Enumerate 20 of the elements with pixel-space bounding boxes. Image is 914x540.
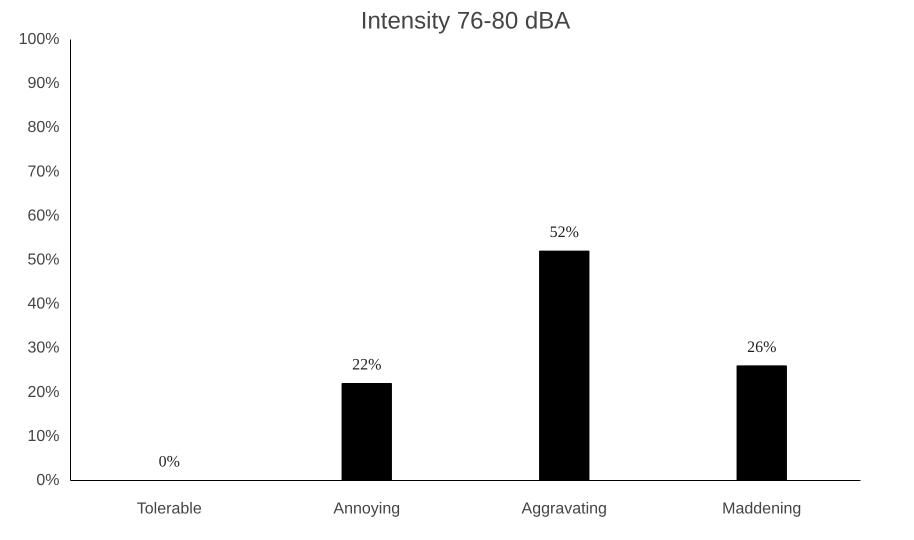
y-tick-label: 80% — [27, 119, 60, 136]
x-tick-label: Tolerable — [136, 500, 202, 518]
y-tick-label: 100% — [18, 31, 60, 48]
y-tick-label: 20% — [27, 384, 60, 401]
data-label: 52% — [550, 224, 579, 242]
y-tick-label: 40% — [27, 296, 60, 313]
y-tick-label: 0% — [36, 472, 60, 489]
chart-title: Intensity 76-80 dBA — [360, 8, 570, 34]
x-tick-label: Aggravating — [522, 500, 607, 518]
y-tick-label: 70% — [27, 163, 60, 180]
y-tick-label: 10% — [27, 428, 60, 445]
y-tick-label: 90% — [27, 75, 60, 92]
y-tick-label: 60% — [27, 207, 60, 224]
x-tick-label: Maddening — [722, 500, 802, 518]
data-label: 22% — [352, 356, 382, 374]
y-tick-label: 30% — [27, 340, 60, 357]
data-label: 26% — [747, 338, 776, 356]
x-tick-label: Annoying — [333, 500, 400, 518]
data-label: 0% — [158, 454, 180, 470]
y-tick-label: 50% — [27, 252, 60, 268]
